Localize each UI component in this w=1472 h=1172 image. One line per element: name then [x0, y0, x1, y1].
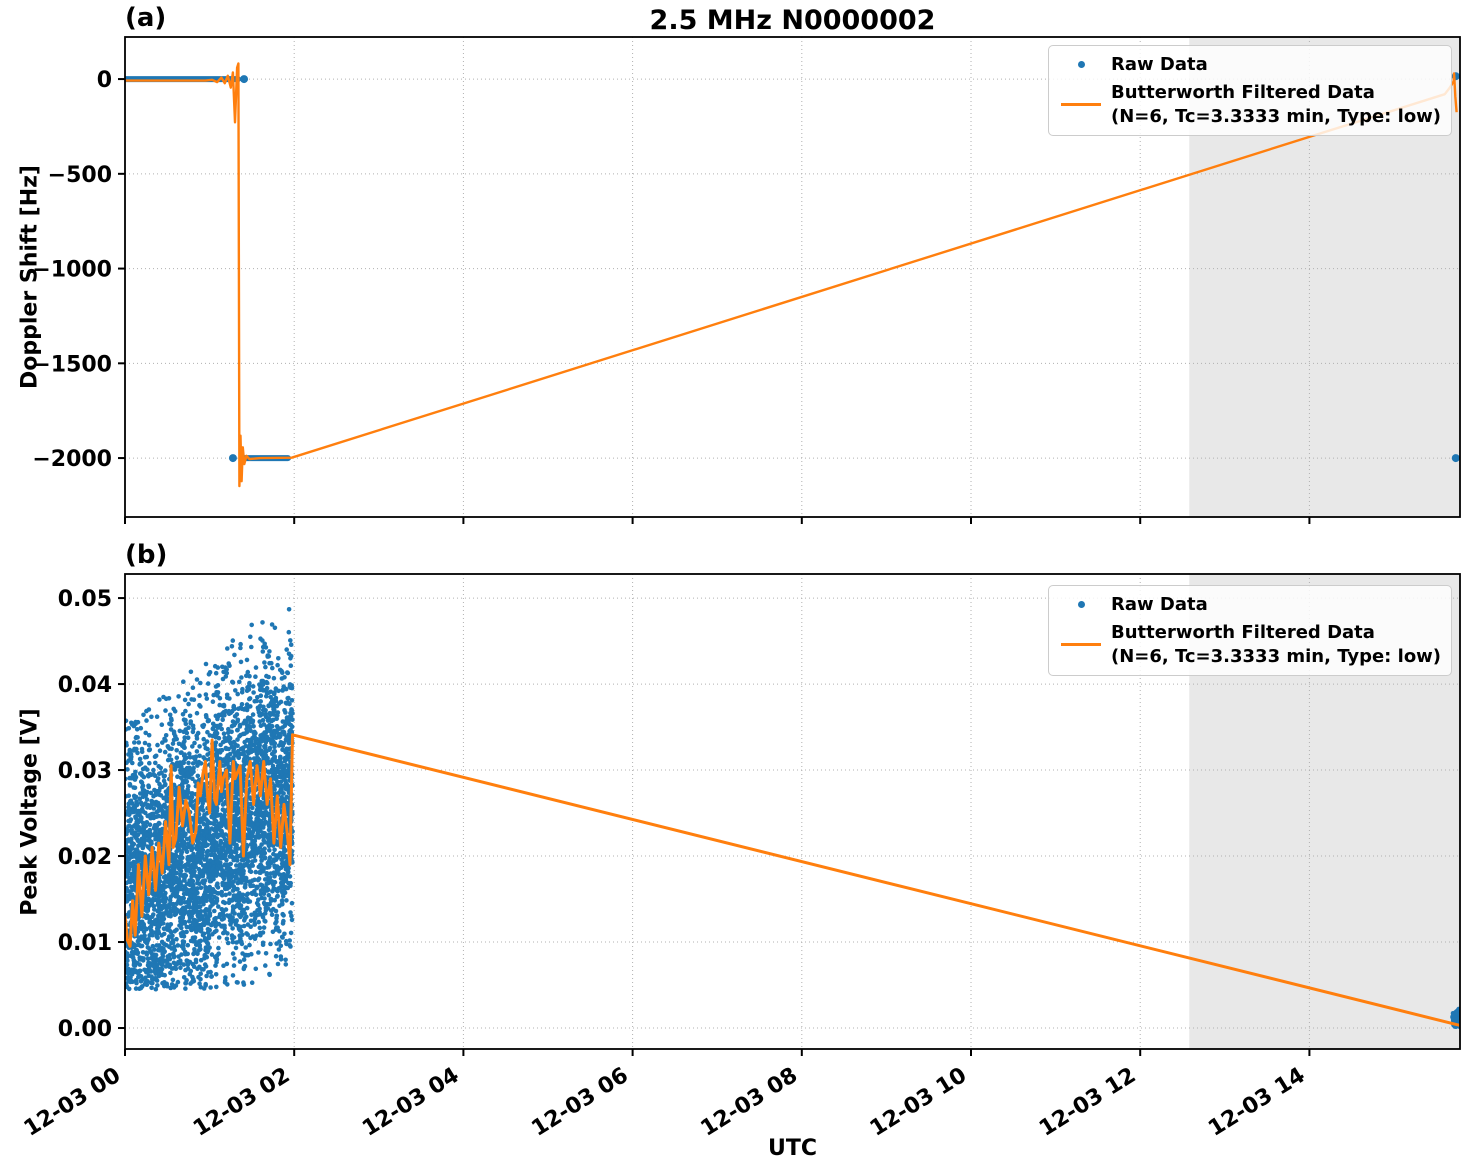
y-tick-label: 0.03 [58, 759, 112, 784]
legend-filtered-label-line1: Butterworth Filtered Data [1111, 81, 1375, 103]
x-tick-label: 12-03 02 [189, 1063, 294, 1142]
panel-b-ticks [118, 597, 1311, 1056]
x-tick-label: 12-03 08 [697, 1063, 802, 1142]
panel-b-filtered-line [125, 733, 1460, 1027]
x-tick-label: 12-03 06 [527, 1063, 632, 1142]
y-tick-label: 0 [97, 68, 112, 93]
legend-panel-a: Raw Data Butterworth Filtered Data (N=6,… [1048, 45, 1452, 137]
y-tick-label: 0.02 [58, 845, 112, 870]
figure-title: 2.5 MHz N0000002 [649, 5, 936, 36]
panel-b-data-layer [125, 607, 1460, 1029]
y-tick-label: −1500 [32, 352, 112, 377]
legend-filtered-label-line2: (N=6, Tc=3.3333 min, Type: low) [1111, 645, 1442, 667]
panel-a-spines [124, 36, 1461, 518]
legend-filtered-label-line1: Butterworth Filtered Data [1111, 621, 1375, 643]
panel-a-tick-labels: 0 −500 −1000 −1500 −2000 [32, 68, 112, 472]
panel-a-y-axis-title: Doppler Shift [Hz] [17, 165, 43, 389]
legend-panel-b: Raw Data Butterworth Filtered Data (N=6,… [1048, 585, 1452, 677]
legend-entry-filtered: Butterworth Filtered Data (N=6, Tc=3.333… [1049, 79, 1451, 131]
panel-a-ticks [118, 78, 1311, 524]
raw-data-marker-icon [1077, 601, 1085, 609]
x-axis-title: UTC [767, 1136, 818, 1161]
raw-data-marker-icon [1077, 61, 1085, 69]
legend-filtered-label-line2: (N=6, Tc=3.3333 min, Type: low) [1111, 105, 1442, 127]
x-tick-label: 12-03 04 [358, 1063, 463, 1142]
legend-entry-raw: Raw Data [1049, 591, 1451, 619]
panel-b-spines [124, 573, 1461, 1050]
filtered-line-icon [1061, 103, 1101, 106]
x-tick-label: 12-03 00 [20, 1063, 125, 1142]
y-tick-label: −1000 [32, 258, 112, 283]
y-tick-label: 0.05 [58, 587, 112, 612]
x-tick-label: 12-03 10 [866, 1063, 971, 1142]
y-tick-label: 0.04 [58, 673, 112, 698]
x-tick-label: 12-03 12 [1035, 1063, 1140, 1142]
panel-a-label: (a) [125, 3, 167, 33]
legend-entry-raw: Raw Data [1049, 51, 1451, 79]
panel-b-y-axis-title: Peak Voltage [V] [17, 708, 43, 916]
panel-b-label: (b) [125, 540, 168, 570]
legend-raw-label: Raw Data [1111, 54, 1208, 75]
legend-entry-filtered: Butterworth Filtered Data (N=6, Tc=3.333… [1049, 619, 1451, 671]
x-tick-label: 12-03 14 [1204, 1063, 1309, 1142]
y-tick-label: −2000 [32, 447, 112, 472]
filtered-line-icon [1061, 643, 1101, 646]
legend-raw-label: Raw Data [1111, 594, 1208, 615]
y-tick-label: 0.00 [58, 1017, 112, 1042]
y-tick-label: 0.01 [58, 931, 112, 956]
y-tick-label: −500 [48, 163, 112, 188]
